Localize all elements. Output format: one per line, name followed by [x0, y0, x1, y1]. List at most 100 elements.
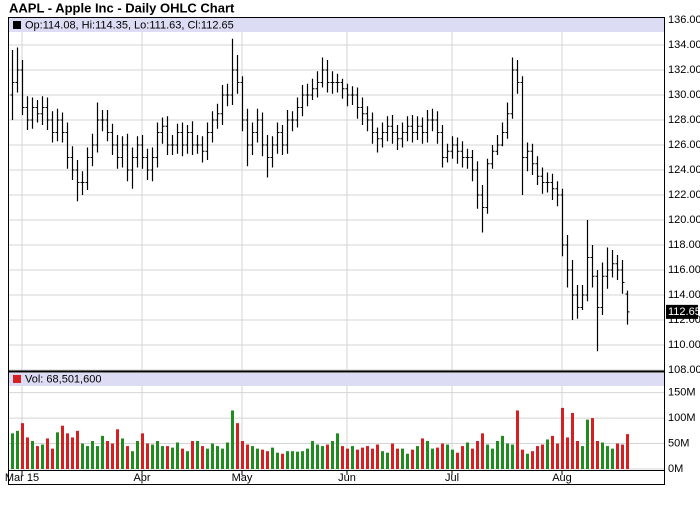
volume-bar: [146, 443, 149, 469]
y-tick-label: 124.00: [668, 164, 700, 176]
volume-bar: [36, 446, 39, 469]
volume-bar: [551, 435, 554, 469]
volume-bar: [191, 440, 194, 469]
volume-bar: [506, 443, 509, 469]
volume-bar: [246, 444, 249, 469]
y-tick-label: 114.00: [668, 289, 700, 301]
volume-bar: [121, 438, 124, 469]
info-label: Op:114.08, Hi:114.35, Lo:111.63, Cl:112.…: [25, 19, 234, 31]
x-tick-label: Apr: [133, 472, 150, 484]
y2-tick-label: 100M: [668, 412, 696, 424]
volume-bar: [106, 440, 109, 469]
volume-bar: [336, 433, 339, 469]
volume-bar: [141, 433, 144, 469]
volume-bar: [81, 443, 84, 469]
volume-bar: [126, 446, 129, 469]
volume-bar: [261, 449, 264, 469]
volume-bar: [511, 444, 514, 469]
last-price-label: 112.65: [668, 306, 700, 318]
volume-bar: [421, 438, 424, 469]
y2-tick-label: 150M: [668, 387, 696, 399]
y-tick-label: 128.00: [668, 114, 700, 126]
volume-bar: [626, 434, 629, 469]
volume-icon: [13, 375, 21, 383]
volume-bar: [11, 433, 14, 469]
last-price-box: [666, 304, 698, 319]
volume-bar: [411, 449, 414, 469]
volume-bar: [321, 446, 324, 469]
volume-bar: [461, 446, 464, 469]
volume-bar: [476, 440, 479, 469]
volume-bar: [86, 446, 89, 469]
volume-bar: [386, 452, 389, 469]
volume-bar: [591, 418, 594, 469]
volume-bar: [561, 407, 564, 469]
volume-bar: [151, 444, 154, 469]
volume-bar: [66, 433, 69, 469]
volume-bar: [541, 444, 544, 469]
y-tick-label: 126.00: [668, 139, 700, 151]
info-bar: [9, 18, 664, 32]
volume-bar: [131, 451, 134, 469]
volume-bar: [46, 438, 49, 469]
volume-bar: [426, 440, 429, 469]
volume-bar: [351, 446, 354, 469]
volume-bar: [396, 448, 399, 469]
volume-bar: [41, 444, 44, 469]
volume-bar: [186, 451, 189, 469]
y-tick-label: 136.00: [668, 14, 700, 26]
volume-bar: [526, 453, 529, 469]
volume-bar: [161, 446, 164, 469]
volume-bar: [256, 448, 259, 469]
volume-bar: [216, 446, 219, 469]
volume-bar: [56, 432, 59, 469]
volume-bar: [96, 446, 99, 469]
volume-bar: [26, 437, 29, 469]
volume-bar: [91, 440, 94, 469]
y-tick-label: 122.00: [668, 189, 700, 201]
x-tick-label: Jul: [445, 472, 459, 484]
volume-bar: [226, 442, 229, 469]
volume-bar: [196, 440, 199, 469]
volume-bar: [521, 449, 524, 469]
volume-bar: [456, 452, 459, 469]
y-tick-label: 120.00: [668, 214, 700, 226]
volume-bar: [341, 446, 344, 469]
volume-bar: [501, 435, 504, 469]
volume-bar: [611, 448, 614, 469]
volume-bar: [286, 451, 289, 469]
volume-bar: [211, 443, 214, 469]
volume-bar: [116, 429, 119, 469]
x-tick-label: May: [232, 472, 253, 484]
volume-bar: [301, 451, 304, 469]
volume-bar: [241, 440, 244, 469]
volume-bar: [431, 448, 434, 469]
volume-bar: [466, 442, 469, 469]
volume-label: Vol: 68,501,600: [25, 373, 101, 385]
volume-bar: [556, 443, 559, 469]
volume-bar: [76, 430, 79, 469]
y-tick-label: 108.00: [668, 364, 700, 376]
volume-bar: [376, 444, 379, 469]
volume-bar: [496, 440, 499, 469]
volume-bar: [621, 444, 624, 469]
volume-bar: [471, 448, 474, 469]
volume-bar: [491, 448, 494, 469]
volume-bar: [356, 449, 359, 469]
volume-bar: [266, 451, 269, 469]
x-tick-label: Mar 15: [5, 472, 39, 484]
volume-bar: [441, 443, 444, 469]
y-tick-label: 116.00: [668, 264, 700, 276]
volume-bar: [281, 453, 284, 469]
volume-bar: [366, 446, 369, 469]
y-tick-label: 134.00: [668, 39, 700, 51]
volume-bar: [531, 451, 534, 469]
volume-bar: [316, 444, 319, 469]
y2-tick-label: 0M: [668, 463, 683, 475]
volume-bar: [201, 446, 204, 469]
volume-bar: [181, 448, 184, 469]
volume-bar: [361, 447, 364, 469]
volume-bar: [481, 433, 484, 469]
volume-bar: [111, 443, 114, 469]
volume-bar: [331, 440, 334, 469]
